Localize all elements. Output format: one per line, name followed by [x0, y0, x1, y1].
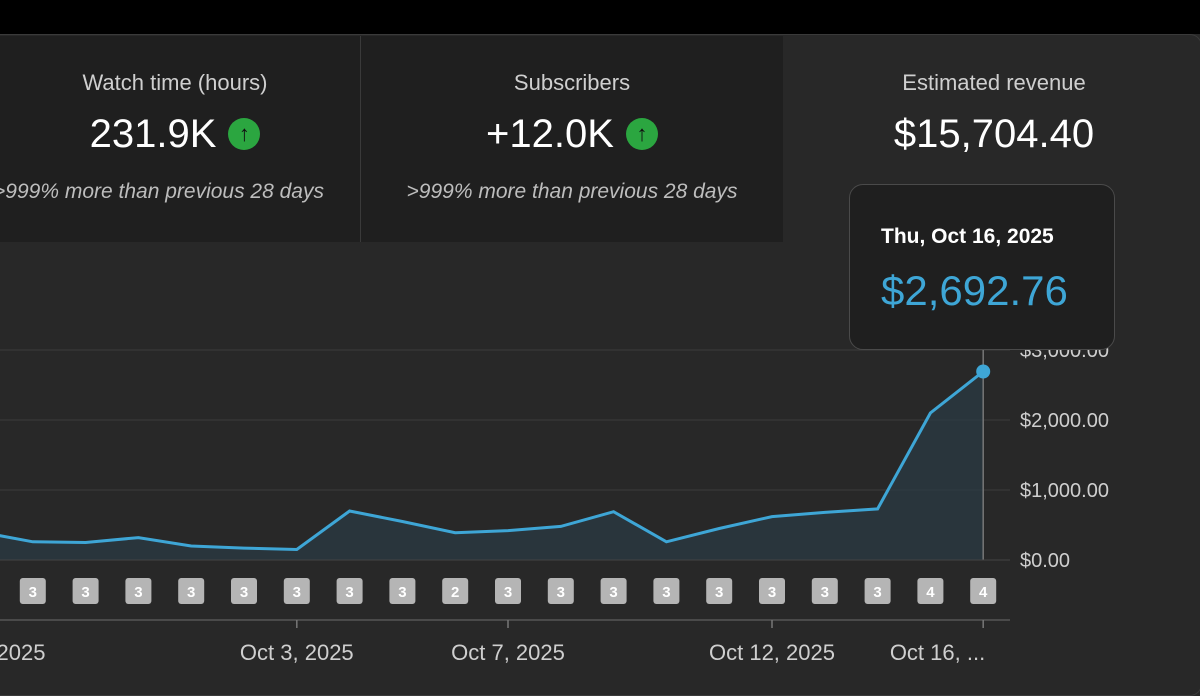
x-tick-label: Oct 16, ...: [890, 640, 985, 665]
upload-count-badge: [495, 578, 521, 604]
upload-count-badge: [706, 578, 733, 604]
metric-divider: [360, 36, 361, 242]
upload-count-badge: [917, 578, 944, 604]
upload-count-label: 3: [240, 584, 248, 601]
upload-count-badge: [283, 578, 310, 604]
upload-count-badge: [19, 578, 46, 604]
upload-count-badge: [72, 578, 99, 604]
upload-count-label: 3: [715, 584, 723, 601]
series-area: [0, 371, 984, 560]
upload-count-badge: [442, 578, 469, 604]
upload-count-label: 4: [979, 584, 988, 601]
upload-count-label: 3: [557, 584, 565, 601]
upload-count-label: 3: [187, 584, 195, 601]
upload-count-label: 3: [873, 584, 881, 601]
metric-comparison: >999% more than previous 28 days: [406, 180, 738, 203]
tooltip-value: $2,692.76: [881, 267, 1068, 314]
upload-count-label: 3: [134, 584, 142, 601]
upload-count-label: 3: [29, 584, 37, 601]
data-point-selected: [976, 364, 991, 379]
upload-count-badge: [811, 578, 838, 604]
metric-value-text: +12.0K: [486, 112, 614, 156]
upload-count-label: 3: [821, 584, 829, 601]
upload-count-label: 3: [345, 584, 353, 601]
x-tick-label: Oct 3, 2025: [240, 640, 354, 665]
metric-title: Watch time (hours): [82, 70, 268, 95]
metric-value: $15,704.40: [893, 112, 1095, 156]
tooltip-date: Thu, Oct 16, 2025: [881, 225, 1054, 248]
revenue-chart[interactable]: $0.00$1,000.00$2,000.00$3,000.003 3 3 3 3 3 3 3…: [0, 330, 1200, 687]
arrow-up-icon: ↑: [228, 118, 261, 150]
y-tick-label: $2,000.00: [1020, 410, 1109, 432]
x-tick-label: Sep 28, 2025: [0, 640, 45, 665]
upload-count-label: 3: [81, 584, 89, 601]
upload-count-badge: [125, 578, 152, 604]
chart-tooltip: Thu, Oct 16, 2025 $2,692.76: [849, 184, 1115, 350]
metric-value: +12.0K ↑: [361, 112, 783, 157]
x-tick-label: Oct 12, 2025: [709, 640, 835, 665]
metric-title: Subscribers: [513, 70, 631, 95]
y-tick-label: $1,000.00: [1020, 480, 1109, 502]
metric-estimated-revenue[interactable]: Estimated revenue $15,704.40: [784, 36, 1200, 242]
upload-count-badge: [231, 578, 257, 604]
upload-count-label: 3: [293, 584, 301, 601]
arrow-up-icon: ↑: [625, 118, 658, 150]
metric-value-text: 231.9K: [89, 112, 217, 156]
top-bar: [0, 0, 1200, 34]
metric-watch-time[interactable]: Watch time (hours) 231.9K ↑ >999% more th…: [0, 36, 360, 242]
upload-count-label: 3: [768, 584, 776, 601]
x-tick-label: Oct 7, 2025: [451, 640, 565, 665]
upload-count-badge: [389, 578, 416, 604]
upload-count-badge: [600, 578, 627, 604]
series-line: [0, 370, 985, 552]
metric-title: Estimated revenue: [902, 70, 1086, 95]
y-tick-label: $0.00: [1020, 550, 1070, 572]
metric-subscribers[interactable]: Subscribers +12.0K ↑ >999% more than prev…: [361, 36, 783, 242]
upload-count-label: 3: [398, 584, 406, 601]
upload-count-label: 4: [926, 584, 935, 601]
upload-count-badge: [547, 578, 574, 604]
upload-count-label: 3: [662, 584, 670, 601]
upload-count-badge: [653, 578, 680, 604]
upload-count-label: 3: [504, 584, 512, 601]
upload-count-badge: [759, 578, 785, 604]
metric-comparison: >999% more than previous 28 days: [0, 180, 324, 203]
upload-count-badge: [864, 578, 891, 604]
upload-count-badge: [178, 578, 205, 604]
upload-count-badge: [970, 578, 997, 604]
upload-count-label: 3: [609, 584, 617, 601]
upload-count-label: 2: [451, 584, 459, 601]
metric-value: 231.9K ↑: [0, 112, 360, 157]
upload-count-badge: [336, 578, 363, 604]
